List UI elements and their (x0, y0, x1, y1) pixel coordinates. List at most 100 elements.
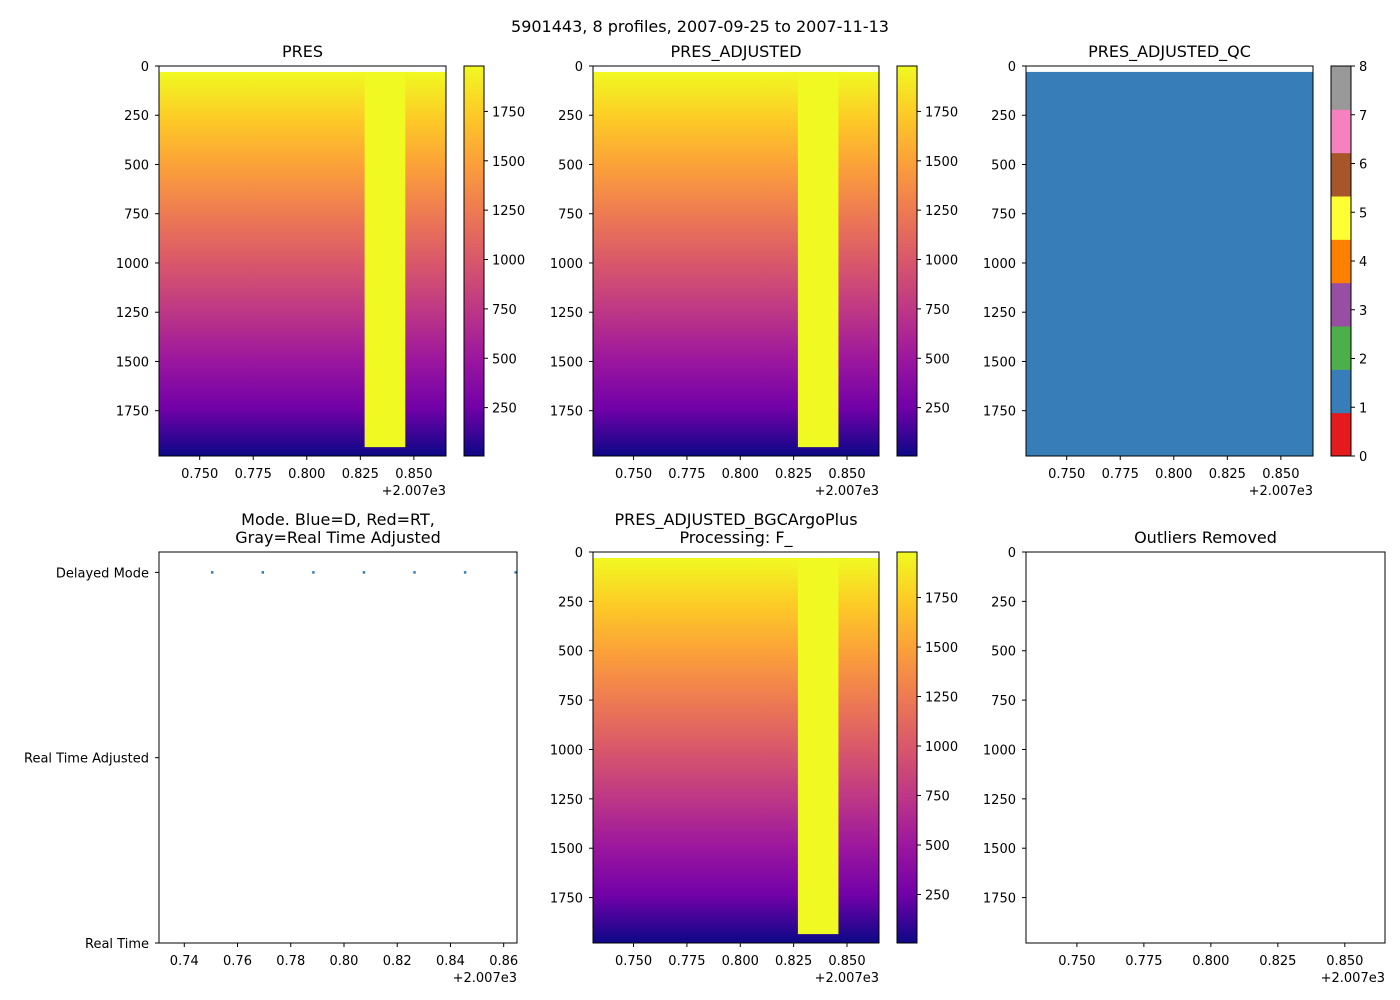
colorbar-tick-label: 4 (1359, 255, 1367, 270)
colorbar-frame (896, 551, 918, 944)
subplot-title-line: Gray=Real Time Adjusted (235, 528, 441, 547)
colorbar-tick-label: 500 (925, 839, 950, 854)
x-offset-label: +2.007e3 (1321, 971, 1385, 986)
y-tick-label: 0 (1008, 546, 1016, 561)
y-tick-label: 250 (558, 595, 583, 610)
x-tick-label: 0.825 (1209, 467, 1246, 482)
x-tick-label: 0.86 (489, 954, 518, 969)
x-tick-label: 0.800 (722, 467, 759, 482)
subplot-title: Outliers Removed (1134, 528, 1277, 547)
x-tick-label: 0.750 (1048, 467, 1085, 482)
subplot-3: PRES_ADJUSTED_QC 0.750 0.775 0.800 0.825 0.85… (983, 42, 1367, 499)
y-tick-label: 1500 (983, 842, 1016, 857)
y-tick-label: 750 (558, 694, 583, 709)
colorbar-tick-label: 500 (492, 352, 517, 367)
y-tick-label: 1750 (550, 405, 583, 420)
mode-point (514, 571, 517, 574)
y-tick-label: Real Time Adjusted (24, 752, 149, 767)
subplot-title-line: Processing: F_ (679, 528, 793, 548)
figure-suptitle: 5901443, 8 profiles, 2007-09-25 to 2007-… (511, 17, 889, 36)
y-tick-label: 0 (1008, 60, 1016, 75)
y-tick-label: 250 (991, 109, 1016, 124)
y-tick-label: 1500 (983, 355, 1016, 370)
x-tick-label: 0.74 (170, 954, 199, 969)
y-tick-label: 500 (558, 645, 583, 660)
subplot-4: Mode. Blue=D, Red=RT,Gray=Real Time Adju… (24, 510, 518, 986)
y-tick-label: 1750 (983, 892, 1016, 907)
colorbar-segment (1331, 282, 1351, 327)
colorbar: 250 500 750 1000 1250 1500 1750 (896, 65, 958, 457)
subplot-6: Outliers Removed 0.750 0.775 0.800 0.825 0.85… (983, 528, 1386, 986)
colorbar-segment (1331, 196, 1351, 240)
mode-point (413, 571, 416, 574)
y-tick-label: 500 (991, 645, 1016, 660)
x-tick-label: 0.825 (775, 954, 812, 969)
x-tick-label: 0.850 (1262, 467, 1299, 482)
y-tick-label: 1250 (983, 306, 1016, 321)
x-tick-label: 0.850 (828, 467, 865, 482)
colorbar-tick-label: 1000 (925, 740, 958, 755)
x-offset-label: +2.007e3 (815, 971, 879, 986)
axes-frame (1025, 65, 1314, 457)
colorbar-segment (1331, 239, 1351, 284)
y-tick-label: 1000 (116, 257, 149, 272)
y-tick-label: 1250 (550, 793, 583, 808)
colorbar-tick-label: 750 (925, 303, 950, 318)
colorbar-tick-label: 1750 (492, 105, 525, 120)
colorbar-tick-label: 1500 (925, 641, 958, 656)
colorbar-tick-label: 3 (1359, 304, 1367, 319)
x-tick-label: 0.750 (1058, 954, 1095, 969)
x-tick-label: 0.825 (775, 467, 812, 482)
colorbar-tick-label: 250 (492, 402, 517, 417)
y-tick-label: 0 (575, 546, 583, 561)
colorbar-tick-label: 5 (1359, 206, 1367, 221)
shallow-profile-band (797, 557, 839, 935)
y-tick-label: 1000 (550, 257, 583, 272)
x-tick-label: 0.775 (235, 467, 272, 482)
qc-flag-field (1026, 71, 1313, 456)
y-tick-label: 500 (124, 158, 149, 173)
x-tick-label: 0.76 (223, 954, 252, 969)
axes-frame (1025, 551, 1386, 944)
subplot-1: PRES 0.750 0.775 0.800 0.825 0.850 +2.007e3 0 25… (116, 42, 525, 499)
mode-point (362, 571, 366, 574)
x-tick-label: 0.750 (615, 467, 652, 482)
y-tick-label: 1500 (550, 842, 583, 857)
y-tick-label: 750 (991, 208, 1016, 223)
y-tick-label: Real Time (85, 937, 149, 952)
y-tick-label: 1000 (550, 743, 583, 758)
y-tick-label: 0 (575, 60, 583, 75)
y-tick-label: 1750 (550, 892, 583, 907)
y-tick-label: 1250 (550, 306, 583, 321)
y-tick-label: 1250 (116, 306, 149, 321)
colorbar-tick-label: 1750 (925, 592, 958, 607)
x-tick-label: 0.825 (1259, 954, 1296, 969)
subplot-title-line: Mode. Blue=D, Red=RT, (241, 510, 435, 529)
colorbar-segment (1331, 412, 1351, 457)
axes-frame (592, 551, 880, 944)
colorbar: 250 500 750 1000 1250 1500 1750 (463, 65, 525, 457)
x-offset-label: +2.007e3 (815, 484, 879, 499)
axes-frame (158, 551, 518, 944)
x-tick-label: 0.825 (342, 467, 379, 482)
shallow-profile-band (364, 71, 406, 448)
colorbar-tick-label: 0 (1359, 450, 1367, 465)
colorbar-tick-label: 1250 (925, 691, 958, 706)
x-tick-label: 0.850 (828, 954, 865, 969)
y-tick-label: 1750 (983, 405, 1016, 420)
y-tick-label: 1500 (550, 355, 583, 370)
colorbar-tick-label: 1 (1359, 401, 1367, 416)
colorbar-tick-label: 1000 (492, 254, 525, 269)
axes-frame (592, 65, 880, 457)
x-tick-label: 0.775 (1125, 954, 1162, 969)
colorbar-segment (1331, 109, 1351, 154)
x-tick-label: 0.800 (1192, 954, 1229, 969)
y-tick-label: 500 (991, 158, 1016, 173)
y-tick-label: 250 (558, 109, 583, 124)
subplot-2: PRES_ADJUSTED 0.750 0.775 0.800 0.825 0.850 +2… (550, 42, 958, 499)
x-tick-label: 0.800 (288, 467, 325, 482)
colorbar-frame (463, 65, 485, 457)
colorbar-segment (1331, 369, 1351, 414)
